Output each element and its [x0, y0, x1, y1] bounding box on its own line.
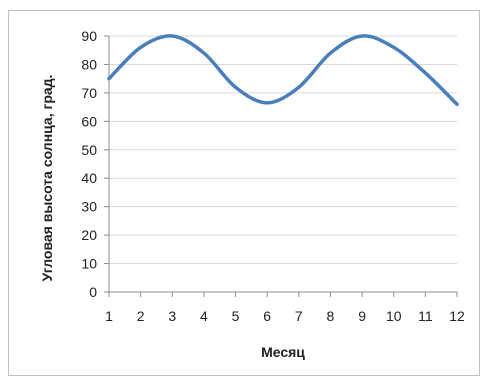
- x-tick-label-8: 8: [327, 308, 335, 324]
- y-axis-title: Угловая высота солнца, град.: [39, 75, 55, 282]
- gridlines: [109, 35, 457, 265]
- axes: [104, 35, 458, 297]
- series: [107, 34, 459, 107]
- x-tick-label-1: 1: [105, 308, 113, 324]
- x-tick-label-12: 12: [449, 308, 465, 324]
- y-tick-label-40: 40: [81, 170, 97, 186]
- x-tick-label-4: 4: [200, 308, 208, 324]
- x-tick-label-9: 9: [358, 308, 366, 324]
- y-tick-label-80: 80: [81, 56, 97, 72]
- y-tick-label-70: 70: [81, 85, 97, 101]
- y-tick-label-50: 50: [81, 142, 97, 158]
- x-tick-label-2: 2: [137, 308, 145, 324]
- x-tick-label-5: 5: [232, 308, 240, 324]
- x-tick-label-7: 7: [295, 308, 303, 324]
- chart-frame: [8, 10, 480, 376]
- y-tick-label-90: 90: [81, 28, 97, 44]
- y-tick-label-10: 10: [81, 256, 97, 272]
- x-tick-label-3: 3: [168, 308, 176, 324]
- y-tick-label-30: 30: [81, 199, 97, 215]
- y-tick-label-20: 20: [81, 227, 97, 243]
- x-axis-title: Месяц: [261, 344, 305, 360]
- y-tick-label-0: 0: [89, 284, 97, 300]
- series-line-0: [107, 34, 459, 107]
- x-tick-label-11: 11: [418, 308, 433, 324]
- y-tick-label-60: 60: [81, 113, 97, 129]
- x-tick-label-6: 6: [263, 308, 271, 324]
- x-tick-label-10: 10: [386, 308, 402, 324]
